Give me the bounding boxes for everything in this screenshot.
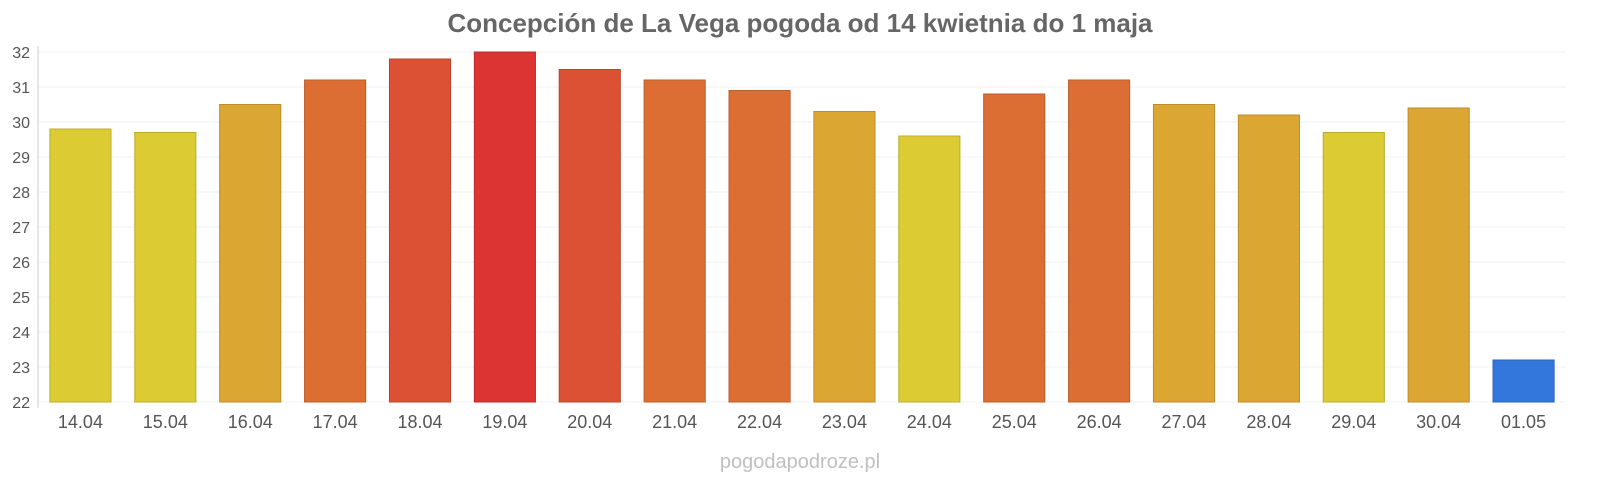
bar-16.04 [219,104,282,403]
x-tick-label: 16.04 [228,412,273,432]
x-tick-label: 17.04 [313,412,358,432]
bar-30.04 [1407,107,1470,403]
x-axis-ticks: 14.04 15.04 16.04 17.04 18.04 19.04 20.04 21.04… [58,412,1546,432]
bar-24.04 [898,135,961,403]
x-tick-label: 27.04 [1161,412,1206,432]
bar-01.05 [1492,359,1555,403]
bar-14.04 [49,128,112,403]
bar-25.04 [983,93,1046,403]
x-tick-label: 26.04 [1077,412,1122,432]
x-tick-label: 15.04 [143,412,188,432]
y-axis-ticks: 22 23 24 25 26 27 28 29 30 31 32 [12,45,30,412]
x-tick-label: 24.04 [907,412,952,432]
x-tick-label: 22.04 [737,412,782,432]
x-tick-label: 01.05 [1501,412,1546,432]
bar-21.04 [643,79,706,403]
x-tick-label: 21.04 [652,412,697,432]
x-tick-label: 28.04 [1246,412,1291,432]
x-tick-label: 20.04 [567,412,612,432]
x-tick-label: 23.04 [822,412,867,432]
bar-26.04 [1068,79,1131,403]
x-tick-label: 30.04 [1416,412,1461,432]
x-tick-label: 29.04 [1331,412,1376,432]
y-tick-label: 29 [12,150,30,167]
y-tick-label: 28 [12,185,30,202]
chart-title: Concepción de La Vega pogoda od 14 kwiet… [447,8,1153,38]
x-tick-label: 18.04 [397,412,442,432]
bar-28.04 [1237,114,1300,403]
x-tick-label: 25.04 [992,412,1037,432]
y-tick-label: 24 [12,325,30,342]
y-tick-label: 26 [12,255,30,272]
bar-29.04 [1322,132,1385,403]
y-tick-label: 23 [12,360,30,377]
watermark-text: pogodapodroze.pl [720,451,880,473]
bar-20.04 [558,69,621,403]
bar-19.04 [473,51,536,403]
x-tick-label: 14.04 [58,412,103,432]
x-tick-label: 19.04 [482,412,527,432]
y-tick-label: 31 [12,80,30,97]
bars [49,51,1555,403]
bar-27.04 [1152,104,1216,403]
bar-22.04 [728,90,791,403]
y-tick-label: 22 [12,395,30,412]
bar-15.04 [134,132,197,403]
grid-lines [38,51,1566,403]
y-tick-label: 30 [12,115,30,132]
y-tick-label: 32 [12,45,30,62]
bar-18.04 [388,58,452,403]
bar-23.04 [813,111,876,403]
bar-17.04 [304,79,367,403]
y-tick-label: 25 [12,290,30,307]
y-tick-label: 27 [12,220,30,237]
